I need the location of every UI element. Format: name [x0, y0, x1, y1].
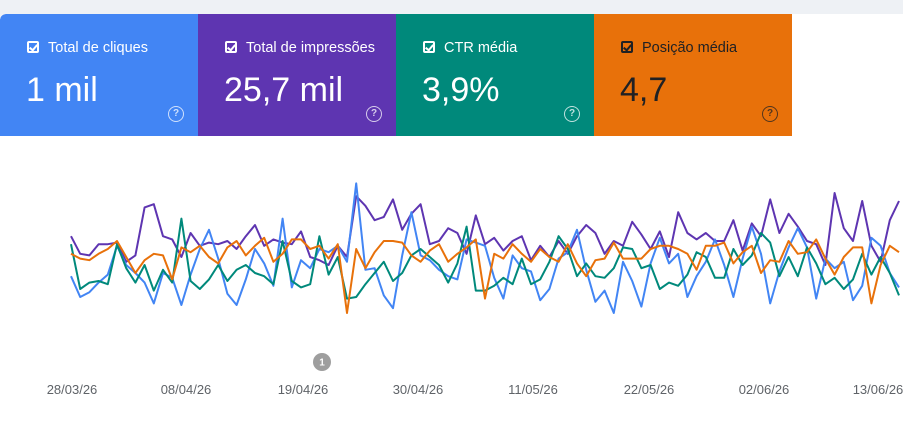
x-tick-label: 02/06/26	[739, 382, 790, 397]
help-icon[interactable]: ?	[762, 106, 778, 122]
metric-value: 4,7	[620, 71, 668, 109]
series-line-1	[70, 182, 900, 314]
x-tick-label: 28/03/26	[47, 382, 98, 397]
metric-tile-1[interactable]: Total de impressões 25,7 mil?	[198, 14, 396, 136]
checkbox-icon[interactable]	[27, 41, 39, 53]
series-line-0	[70, 192, 900, 266]
annotation-label: 1	[319, 358, 325, 369]
metric-value: 1 mil	[26, 71, 98, 109]
checkbox-icon[interactable]	[423, 41, 435, 53]
x-tick-label: 30/04/26	[393, 382, 444, 397]
metric-tile-2[interactable]: CTR média 3,9%?	[396, 14, 594, 136]
metric-tile-0[interactable]: Total de cliques 1 mil?	[0, 14, 198, 136]
checkbox-icon[interactable]	[225, 41, 237, 53]
performance-card: Total de cliques 1 mil? Total de impressõe…	[0, 14, 903, 427]
help-icon[interactable]: ?	[168, 106, 184, 122]
metric-value: 25,7 mil	[224, 71, 344, 109]
x-tick-label: 19/04/26	[278, 382, 329, 397]
x-tick-label: 11/05/26	[508, 382, 558, 397]
annotation-marker[interactable]	[313, 353, 331, 371]
checkbox-icon[interactable]	[621, 41, 633, 53]
series-line-2	[70, 217, 900, 300]
x-tick-label: 22/05/26	[624, 382, 675, 397]
metric-tiles: Total de cliques 1 mil? Total de impressõe…	[0, 14, 792, 136]
series-line-3	[70, 236, 900, 314]
metric-tile-3[interactable]: Posição média 4,7?	[594, 14, 792, 136]
metric-value: 3,9%	[422, 71, 500, 109]
help-icon[interactable]: ?	[366, 106, 382, 122]
help-icon[interactable]: ?	[564, 106, 580, 122]
x-tick-label: 08/04/26	[161, 382, 212, 397]
x-tick-label: 13/06/26	[853, 382, 903, 397]
performance-chart: 28/03/26 08/04/26 19/04/26 30/04/26 11/05/26…	[47, 182, 903, 397]
